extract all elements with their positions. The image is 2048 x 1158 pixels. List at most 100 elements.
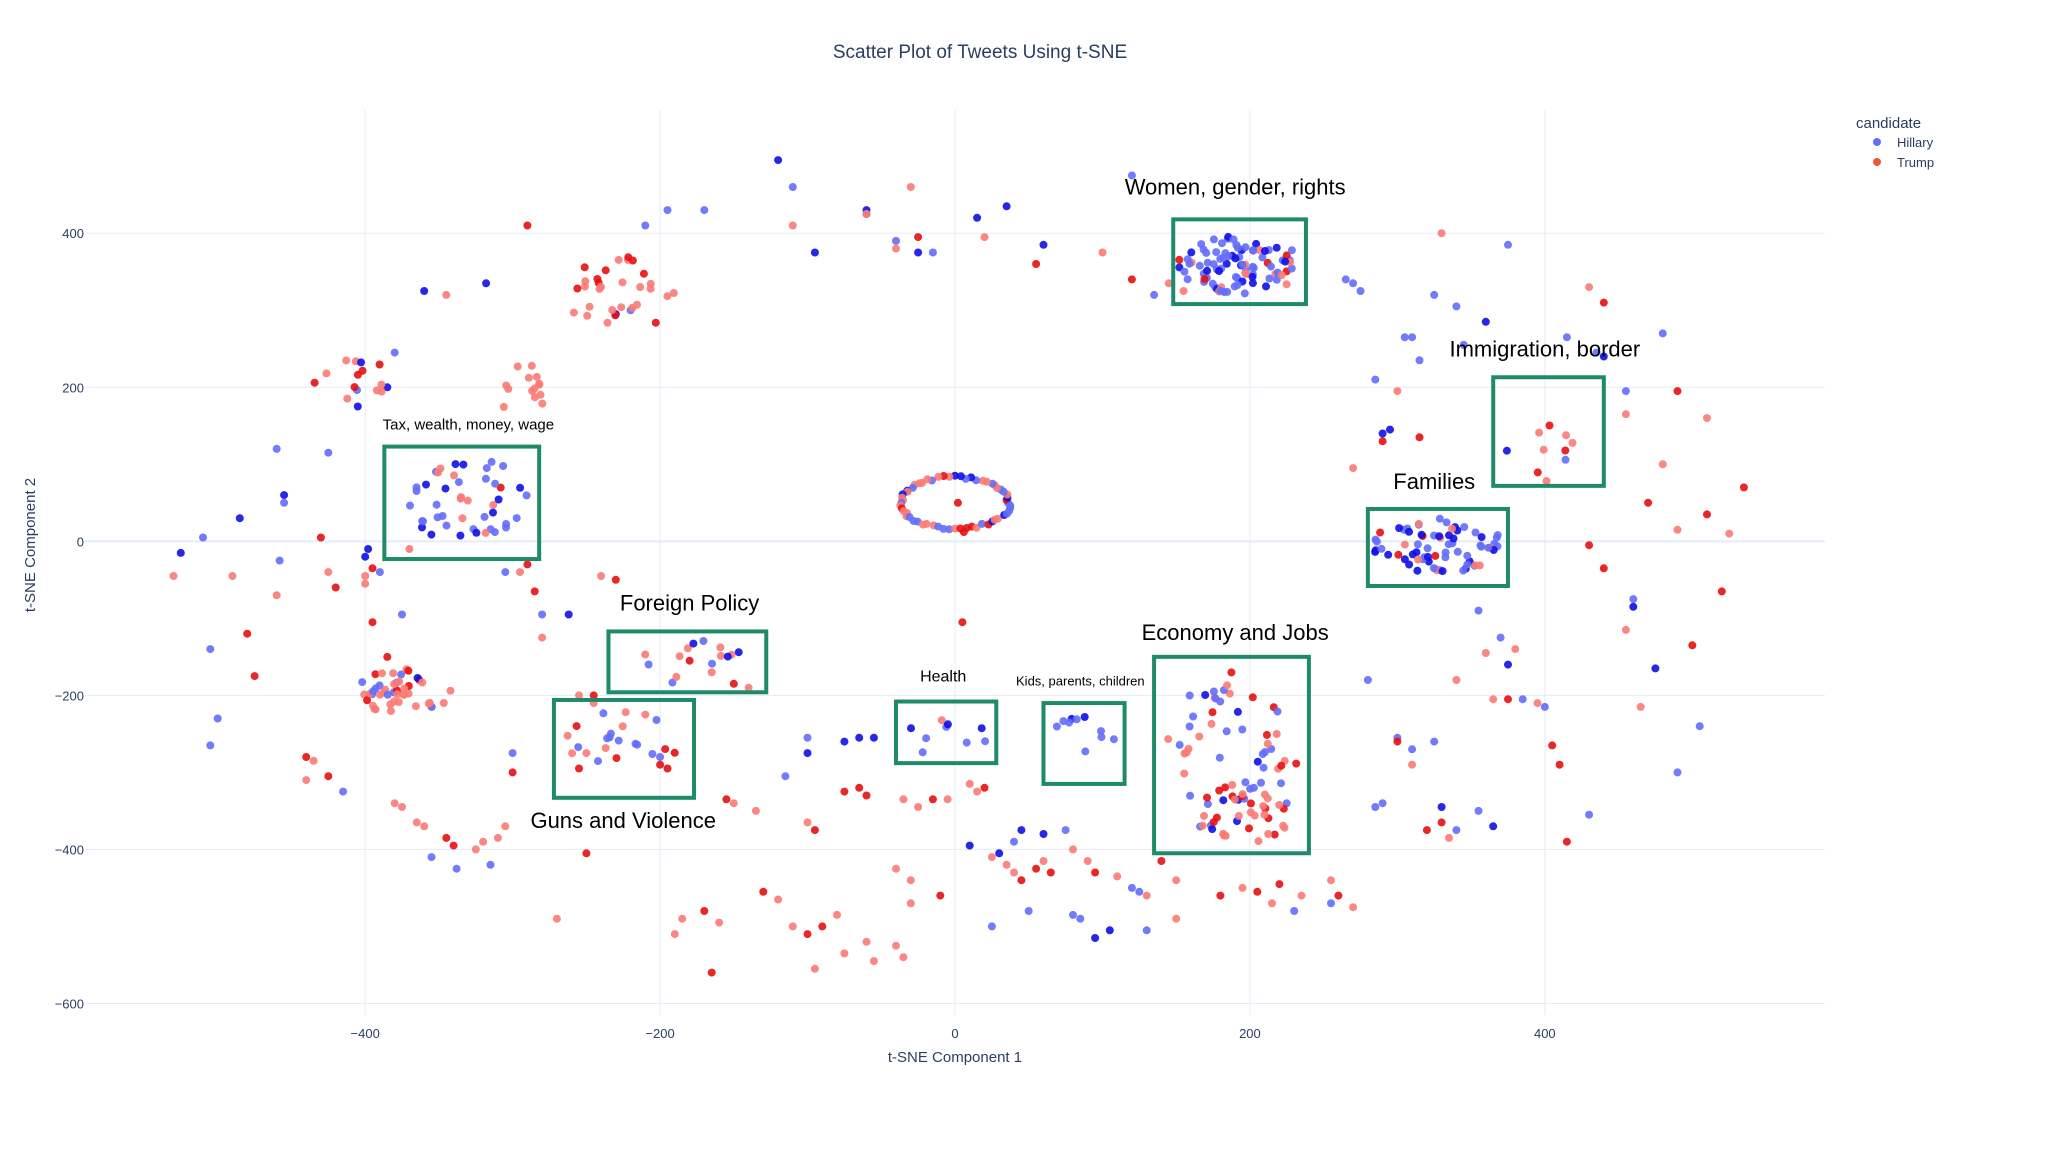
point-trump — [398, 803, 406, 811]
point-hillary — [781, 772, 790, 781]
point-trump — [803, 818, 812, 827]
point-hillary — [1097, 733, 1106, 742]
point-trump — [1262, 730, 1271, 739]
legend-item-trump[interactable]: Trump — [1873, 155, 1934, 170]
point-hillary — [418, 523, 426, 532]
point-trump — [993, 514, 1002, 523]
point-hillary — [1423, 552, 1432, 561]
point-trump — [1250, 811, 1259, 820]
point-hillary — [1592, 348, 1601, 357]
point-hillary — [1453, 547, 1462, 556]
point-trump — [624, 253, 633, 262]
point-hillary — [508, 749, 517, 758]
point-hillary — [564, 610, 573, 619]
point-trump — [1225, 689, 1234, 698]
point-hillary — [1673, 768, 1682, 777]
point-hillary — [459, 460, 468, 469]
point-hillary — [1238, 725, 1247, 734]
point-trump — [1448, 524, 1456, 533]
point-hillary — [981, 737, 990, 746]
point-hillary — [1002, 202, 1011, 211]
point-hillary — [433, 513, 442, 522]
point-trump — [1260, 790, 1269, 799]
cluster-box — [1152, 654, 1311, 856]
point-hillary — [1231, 254, 1240, 263]
point-hillary — [1562, 333, 1571, 342]
point-trump — [361, 579, 370, 588]
point-trump — [685, 656, 694, 665]
point-hillary — [480, 512, 489, 521]
point-hillary — [1489, 822, 1498, 831]
point-trump — [1164, 279, 1173, 288]
point-trump — [1279, 821, 1288, 830]
point-trump — [527, 361, 536, 370]
point-trump — [1238, 883, 1247, 892]
point-hillary — [668, 678, 677, 687]
point-hillary — [1215, 753, 1224, 762]
point-trump — [601, 266, 610, 275]
point-trump — [316, 533, 325, 542]
point-trump — [1254, 837, 1263, 846]
point-hillary — [1265, 274, 1274, 283]
point-trump — [228, 572, 237, 580]
point-trump — [1142, 891, 1151, 900]
point-hillary — [663, 206, 672, 215]
point-hillary — [516, 483, 525, 492]
point-trump — [523, 221, 532, 230]
point-hillary — [397, 670, 406, 679]
point-trump — [1562, 837, 1571, 846]
point-hillary — [176, 548, 185, 557]
point-trump — [1431, 551, 1440, 560]
point-trump — [1511, 645, 1520, 654]
point-trump — [324, 772, 333, 781]
point-hillary — [1233, 707, 1242, 716]
point-hillary — [973, 213, 982, 222]
point-trump — [810, 964, 819, 973]
point-hillary — [914, 248, 923, 257]
point-trump — [368, 564, 377, 573]
point-hillary — [1417, 530, 1426, 539]
point-hillary — [1484, 543, 1493, 552]
legend-item-hillary[interactable]: Hillary — [1873, 135, 1934, 150]
point-trump — [1172, 914, 1181, 923]
point-hillary — [907, 724, 915, 733]
cluster-box — [1491, 375, 1606, 488]
point-hillary — [928, 248, 937, 257]
point-trump — [563, 731, 572, 740]
point-trump — [1083, 857, 1092, 865]
point-trump — [568, 749, 577, 758]
point-trump — [1533, 699, 1542, 708]
point-trump — [310, 378, 319, 387]
point-hillary — [1408, 745, 1417, 754]
point-hillary — [574, 743, 583, 752]
point-hillary — [451, 460, 460, 469]
point-hillary — [1240, 289, 1249, 298]
point-trump — [1175, 255, 1184, 264]
point-trump — [436, 464, 445, 473]
point-trump — [538, 399, 547, 408]
point-hillary — [499, 462, 508, 470]
point-hillary — [491, 479, 500, 488]
point-trump — [1437, 818, 1446, 827]
point-trump — [536, 390, 545, 399]
point-trump — [450, 471, 458, 480]
point-hillary — [699, 637, 708, 645]
point-trump — [1268, 899, 1276, 908]
point-hillary — [1261, 748, 1269, 756]
point-hillary — [1260, 247, 1269, 255]
point-hillary — [1408, 550, 1417, 559]
point-hillary — [1039, 830, 1048, 838]
point-hillary — [892, 236, 900, 245]
point-hillary — [1356, 287, 1365, 295]
point-trump — [1246, 799, 1255, 808]
point-hillary — [1400, 555, 1409, 564]
point-hillary — [357, 358, 365, 367]
point-hillary — [1248, 279, 1257, 288]
point-trump — [508, 768, 517, 777]
point-hillary — [383, 690, 392, 699]
point-trump — [377, 387, 386, 396]
point-trump — [1437, 229, 1446, 238]
point-hillary — [1502, 446, 1511, 455]
point-trump — [1259, 802, 1268, 811]
point-trump — [442, 290, 451, 299]
